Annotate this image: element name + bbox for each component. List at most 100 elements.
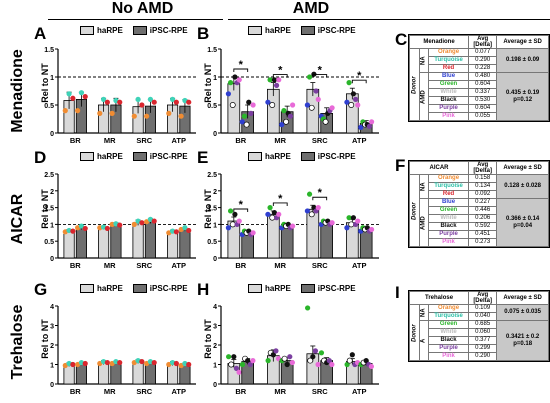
- y-tick-label: 2.5: [44, 172, 54, 179]
- summary-table-menadione: Menadione Avg [Delta] Average ± SD Donor NA Or…: [408, 34, 550, 122]
- panel-letter-h: H: [197, 280, 210, 299]
- table-title: Menadione: [408, 35, 470, 49]
- chart-panel-h: 0 1 2 3 4 BR MR SRC ATP: [213, 304, 379, 396]
- significance-star: *: [239, 59, 244, 71]
- data-point: [307, 357, 314, 364]
- x-tick-label: BR: [70, 136, 81, 145]
- header-amd-rule: [228, 19, 550, 20]
- table-title: AICAR: [408, 161, 470, 175]
- x-tick-label: MR: [104, 387, 116, 396]
- table-donor-avg: 0.228: [468, 64, 498, 73]
- data-point: [279, 122, 285, 128]
- table-donor-avg: 0.060: [468, 328, 498, 337]
- bar-ipsc: [75, 227, 88, 259]
- chart-panel-a: 0 0.5 1 1.5 BR MR SRC ATP: [44, 47, 196, 145]
- data-point: [144, 219, 150, 225]
- data-point: [135, 96, 141, 102]
- significance-bracket: [233, 68, 249, 72]
- data-point: [271, 77, 278, 83]
- data-point: [290, 223, 296, 229]
- x-tick-label: ATP: [352, 387, 366, 396]
- table-donor-avg: 0.158: [468, 174, 498, 183]
- data-point: [246, 99, 252, 105]
- panel-letter-a: A: [34, 24, 47, 43]
- table-donor-name: Black: [428, 336, 470, 345]
- data-point: [312, 348, 319, 354]
- x-tick-label: MR: [104, 261, 116, 270]
- bar-harpe: [63, 230, 75, 259]
- data-point: [348, 102, 355, 108]
- y-tick-label: 4: [50, 304, 54, 311]
- data-point: [315, 361, 321, 368]
- table-na-label: NA: [419, 304, 429, 321]
- table-donor-name: Orange: [428, 174, 470, 183]
- summary-table-trehalose: Trehalose Avg [Delta] Average ± SD Donor NA Or…: [408, 290, 550, 362]
- table-donor-avg: 0.055: [468, 112, 498, 121]
- table-donor-avg: 0.290: [468, 56, 498, 65]
- panel-letter-f: F: [395, 156, 406, 175]
- table-donor-name: Pink: [428, 112, 470, 121]
- data-point: [265, 99, 271, 105]
- data-point: [267, 77, 273, 83]
- table-amd-label: A: [419, 320, 429, 361]
- data-point: [366, 123, 373, 129]
- data-point: [315, 205, 321, 211]
- legend-g: haRPE iPSC-RPE: [80, 284, 198, 293]
- legend-swatch-harpe: [248, 26, 262, 35]
- data-point: [247, 361, 253, 368]
- y-tick-label: 1.5: [207, 47, 217, 54]
- data-point: [329, 361, 335, 368]
- data-point: [151, 359, 157, 366]
- table-donor-avg: 0.299: [468, 344, 498, 353]
- table-donor-avg: 0.604: [468, 104, 498, 113]
- y-tick-label: 1.5: [207, 206, 217, 213]
- data-point: [271, 210, 278, 216]
- bar-harpe: [132, 222, 144, 259]
- data-point: [313, 88, 319, 94]
- data-point: [82, 225, 88, 232]
- table-donor-name: Red: [428, 64, 470, 73]
- data-point: [318, 350, 325, 356]
- table-donor-name: White: [428, 328, 470, 337]
- data-point: [144, 113, 150, 119]
- table-col-sd: Average ± SD: [496, 291, 549, 305]
- y-tick-label: 1.5: [44, 47, 54, 54]
- data-point: [304, 208, 310, 214]
- data-point: [243, 121, 250, 128]
- panel-letter-d: D: [34, 148, 47, 167]
- data-point: [82, 94, 88, 100]
- data-point: [139, 358, 145, 365]
- table-col-avg: Avg [Delta]: [468, 161, 498, 175]
- data-point: [250, 358, 256, 364]
- y-tick-label: 0: [213, 382, 217, 389]
- bar-harpe: [267, 213, 280, 259]
- table-col-avg: Avg [Delta]: [468, 291, 498, 305]
- legend-label-ipsc: iPSC-RPE: [317, 284, 356, 293]
- data-point: [276, 77, 282, 83]
- significance-star: *: [278, 65, 283, 77]
- legend-swatch-harpe: [248, 152, 262, 161]
- table-donor-name: Pink: [428, 238, 470, 247]
- table-donor-avg: 0.337: [468, 88, 498, 97]
- table-amd-label: AMD: [419, 198, 429, 247]
- x-tick-label: ATP: [172, 387, 186, 396]
- y-tick-label: 4: [213, 304, 217, 311]
- data-point: [225, 91, 231, 97]
- table-na-summary: 0.128 ± 0.028: [496, 174, 549, 199]
- data-point: [169, 96, 176, 102]
- table-donor-name: Green: [428, 320, 470, 329]
- data-point: [369, 226, 375, 233]
- table-donor-name: Green: [428, 206, 470, 215]
- table-donor-name: Orange: [428, 48, 470, 57]
- table-group-label: Donor: [409, 48, 420, 121]
- table-donor-avg: 0.446: [468, 206, 498, 215]
- data-point: [352, 96, 359, 102]
- table-donor-avg: 0.206: [468, 214, 498, 223]
- data-point: [226, 354, 232, 360]
- data-point: [231, 354, 237, 360]
- data-point: [281, 108, 287, 114]
- y-tick-label: 1: [50, 222, 54, 229]
- header-amd: AMD: [292, 0, 330, 17]
- data-point: [346, 215, 352, 221]
- significance-bracket: [272, 74, 288, 78]
